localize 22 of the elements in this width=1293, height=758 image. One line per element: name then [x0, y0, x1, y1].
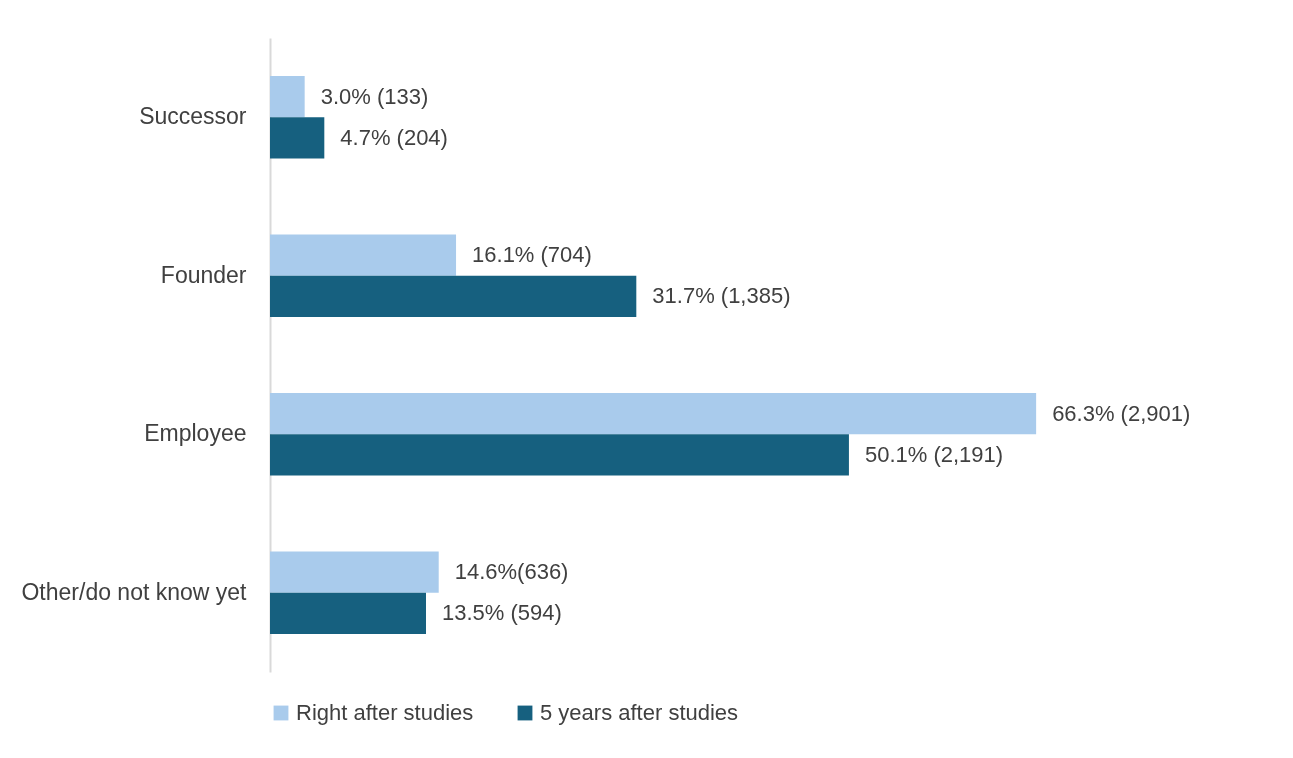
- bar: [270, 393, 1037, 435]
- data-label: 13.5% (594): [442, 600, 562, 626]
- y-tick-label: Founder: [160, 261, 247, 288]
- data-label: 4.7% (204): [340, 124, 448, 150]
- bar: [270, 76, 305, 118]
- legend-label: 5 years after studies: [540, 700, 739, 725]
- legend-label: Right after studies: [296, 700, 474, 725]
- bar: [270, 592, 426, 634]
- data-label: 16.1% (704): [472, 242, 592, 268]
- y-tick-label: Other/do not know yet: [21, 578, 248, 605]
- bar: [270, 275, 637, 317]
- data-label: 66.3% (2,901): [1052, 400, 1191, 426]
- data-label: 3.0% (133): [320, 83, 429, 109]
- bar: [270, 117, 325, 159]
- data-label: 50.1% (2,191): [864, 441, 1004, 467]
- bar: [270, 551, 439, 593]
- data-label: 14.6%(636): [454, 559, 569, 585]
- bar: [270, 434, 849, 476]
- data-label: 31.7% (1,385): [652, 283, 791, 309]
- y-tick-label: Employee: [144, 420, 247, 447]
- bar: [270, 234, 457, 276]
- y-tick-label: Successor: [139, 103, 247, 130]
